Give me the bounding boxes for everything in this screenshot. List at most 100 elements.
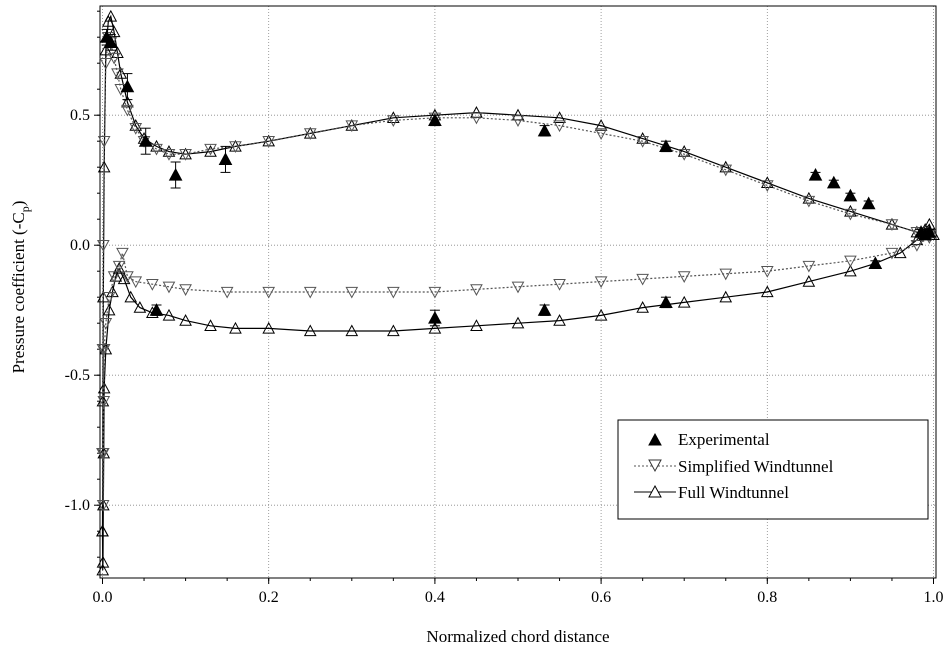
simplified-windtunnel-point [511,115,525,127]
simplified-windtunnel-point [162,149,176,161]
simplified-windtunnel-point [594,276,608,289]
simplified-windtunnel-point [553,120,566,133]
legend-label-simplified: Simplified Windtunnel [678,457,834,476]
full-windtunnel-point [204,145,217,157]
experimental-point [861,196,876,210]
x-tick-label: 0.2 [259,589,279,606]
full-windtunnel-upper-line [101,14,930,532]
full-windtunnel-point [760,285,774,298]
simplified-windtunnel-point [96,240,110,252]
x-tick-label: 0.4 [425,589,445,606]
simplified-windtunnel-point [99,318,113,330]
simplified-windtunnel-point [129,123,143,135]
simplified-windtunnel-point [345,120,359,133]
full-windtunnel-point [594,308,608,321]
x-tick-label: 0.8 [757,589,777,606]
simplified-windtunnel-point [760,266,774,278]
x-tick-label: 0.0 [92,589,112,606]
full-windtunnel-point [102,303,116,316]
full-windtunnel-point [553,111,566,123]
simplified-windtunnel-point [677,271,691,283]
full-windtunnel-point [107,25,121,38]
simplified-windtunnel-point [885,219,899,231]
full-windtunnel-point [121,95,134,108]
legend-marker-simplified [648,459,662,473]
experimental-point [149,303,164,316]
simplified-windtunnel-point [760,180,774,192]
full-windtunnel-point [303,324,317,337]
x-tick-label: 0.6 [591,589,611,606]
series-experimental [99,28,937,327]
simplified-windtunnel-point [719,164,733,177]
full-windtunnel-point [109,269,123,282]
experimental-point [103,35,118,48]
simplified-windtunnel-point [262,136,276,148]
simplified-windtunnel-point [121,104,134,117]
simplified-windtunnel-point [220,286,234,299]
simplified-windtunnel-point [719,268,733,281]
simplified-windtunnel-point [150,143,163,156]
simplified-windtunnel-point [262,286,276,299]
simplified-windtunnel-point [129,276,143,289]
simplified-windtunnel-point [99,58,113,70]
simplified-windtunnel-point [844,208,857,221]
simplified-windtunnel-point [107,271,121,283]
full-windtunnel-point [96,524,109,537]
full-windtunnel-point [677,295,691,308]
full-windtunnel-point [124,290,138,303]
y-tick-label: -0.5 [65,367,90,384]
experimental-point [218,152,233,165]
simplified-windtunnel-point [636,136,649,148]
full-windtunnel-point [802,275,816,287]
full-windtunnel-point [129,119,143,131]
experimental-point [428,113,442,126]
full-windtunnel-point [117,272,131,285]
simplified-windtunnel-point [179,284,192,296]
simplified-windtunnel-point [470,112,483,125]
simplified-windtunnel-point [97,396,111,408]
full-windtunnel-point [229,321,242,334]
full-windtunnel-point [162,308,176,321]
series-full-windtunnel [96,9,940,576]
simplified-windtunnel-point [179,149,192,161]
full-windtunnel-point [719,290,733,303]
simplified-windtunnel-point [470,284,483,296]
simplified-windtunnel-point [107,52,121,65]
x-axis-title: Normalized chord distance [426,627,609,646]
simplified-windtunnel-point [303,286,317,299]
full-windtunnel-point [162,145,176,157]
x-tick-label: 1.0 [924,589,944,606]
full-windtunnel-point [511,108,525,121]
simplified-windtunnel-point [146,279,159,291]
simplified-windtunnel-point [553,279,566,291]
full-windtunnel-point [594,119,608,131]
simplified-windtunnel-point [345,286,359,299]
simplified-windtunnel-point [885,247,899,260]
simplified-windtunnel-point [594,128,608,140]
simplified-windtunnel-point [677,149,691,161]
simplified-windtunnel-point [802,195,816,208]
experimental-point [808,167,823,181]
y-tick-label: -1.0 [65,497,90,514]
y-axis-title: Pressure coefficient (-Cp) [9,201,32,374]
simplified-windtunnel-point [303,128,317,140]
full-windtunnel-point [470,319,483,331]
simplified-windtunnel-point [162,281,176,294]
full-windtunnel-point [553,314,566,326]
simplified-windtunnel-point [428,112,442,125]
full-windtunnel-point [844,264,857,277]
simplified-windtunnel-point [204,143,217,156]
full-windtunnel-point [262,321,276,334]
simplified-windtunnel-point [387,115,400,127]
simplified-windtunnel-point [112,260,126,273]
legend-item-experimental: Experimental [648,430,770,449]
full-windtunnel-point [760,176,774,188]
full-windtunnel-point [150,139,163,152]
simplified-windtunnel-point [102,292,116,304]
simplified-windtunnel-point [910,240,924,252]
experimental-point [537,303,552,316]
full-windtunnel-point [719,160,733,173]
legend-label-full: Full Windtunnel [678,483,789,502]
simplified-windtunnel-point [802,260,816,273]
